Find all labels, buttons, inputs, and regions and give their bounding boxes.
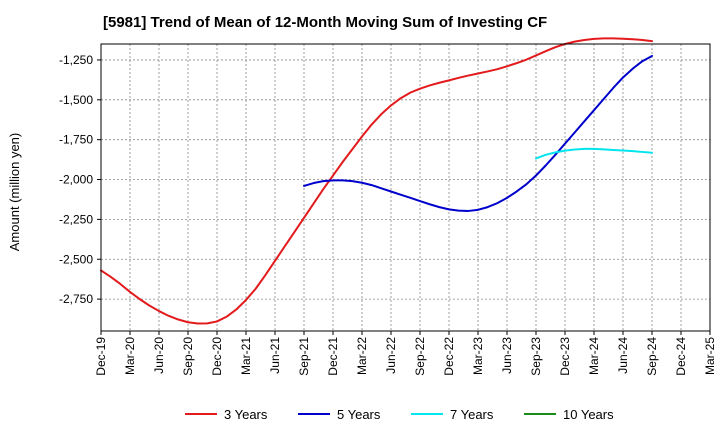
y-tick-label: -2,500 — [59, 252, 93, 266]
grid-lines — [100, 44, 711, 331]
series-line-5-years — [303, 54, 653, 212]
y-tick-label: -2,000 — [59, 173, 93, 187]
legend-label-10-years: 10 Years — [563, 407, 614, 422]
series-line-7-years — [535, 147, 653, 160]
x-tick-label: Dec-19 — [94, 337, 108, 376]
x-tick-label: Jun-20 — [152, 337, 166, 374]
x-tick-label: Mar-20 — [123, 337, 137, 375]
legend-label-7-years: 7 Years — [450, 407, 494, 422]
legend: 3 Years 5 Years 7 Years 10 Years — [185, 407, 614, 422]
x-tick-label: Sep-20 — [181, 337, 195, 376]
x-tick-label: Mar-22 — [355, 337, 369, 375]
x-tick-label: Jun-21 — [268, 337, 282, 374]
x-tick-label: Sep-21 — [297, 337, 311, 376]
x-tick-label: Jun-22 — [384, 337, 398, 374]
chart-title: [5981] Trend of Mean of 12-Month Moving … — [103, 14, 547, 31]
x-tick-label: Dec-21 — [326, 337, 340, 376]
x-tick-label: Mar-25 — [703, 337, 717, 375]
x-tick-label: Jun-24 — [616, 337, 630, 374]
y-tick-label: -2,250 — [59, 212, 93, 226]
y-tick-label: -1,750 — [59, 133, 93, 147]
y-tick-label: -1,500 — [59, 93, 93, 107]
x-tick-label: Sep-22 — [413, 337, 427, 376]
x-tick-label: Dec-20 — [210, 337, 224, 376]
series-lines — [100, 37, 653, 325]
legend-label-3-years: 3 Years — [224, 407, 268, 422]
x-tick-label: Dec-23 — [558, 337, 572, 376]
x-tick-label: Sep-23 — [529, 337, 543, 376]
x-tick-label: Mar-24 — [587, 337, 601, 375]
legend-label-5-years: 5 Years — [337, 407, 381, 422]
x-tick-label: Sep-24 — [645, 337, 659, 376]
plot-area-frame — [100, 43, 711, 332]
y-axis-ticks: -1,250 -1,500 -1,750 -2,000 -2,250 -2,500 -2,7… — [59, 53, 101, 306]
x-tick-label: Dec-24 — [674, 337, 688, 376]
x-tick-label: Dec-22 — [442, 337, 456, 376]
x-tick-label: Mar-21 — [239, 337, 253, 375]
y-axis-label: Amount (million yen) — [7, 133, 22, 252]
x-axis-ticks: Dec-19 Mar-20 Jun-20 Sep-20 Dec-20 Mar-21 Jun-… — [94, 331, 717, 376]
series-line-3-years — [100, 37, 653, 325]
y-tick-label: -1,250 — [59, 53, 93, 67]
x-tick-label: Jun-23 — [500, 337, 514, 374]
x-tick-label: Mar-23 — [471, 337, 485, 375]
y-tick-label: -2,750 — [59, 292, 93, 306]
